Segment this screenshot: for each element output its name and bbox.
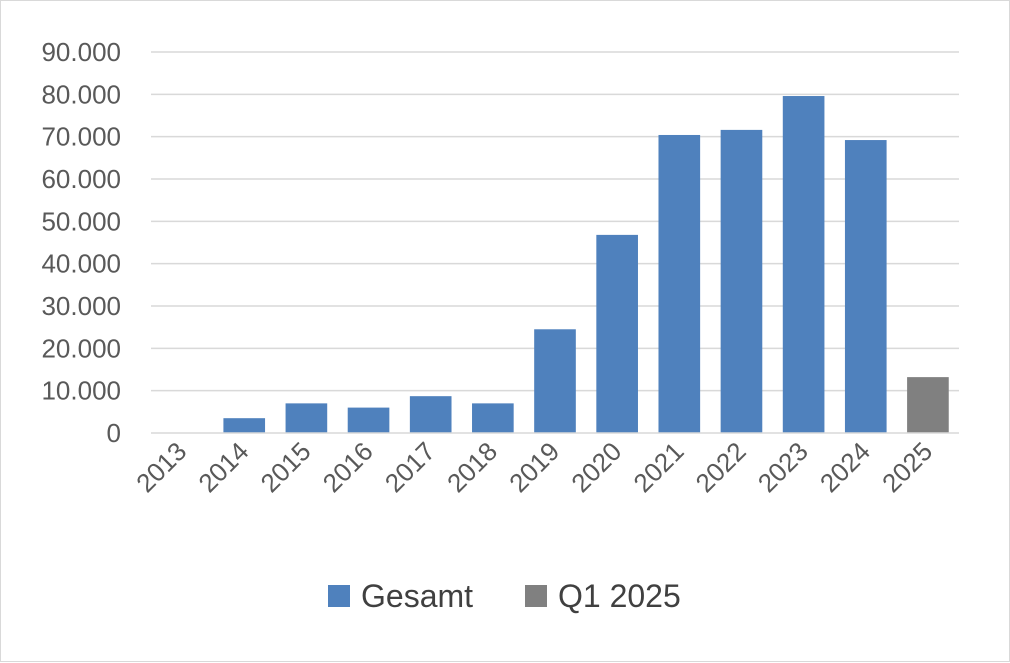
legend: Gesamt Q1 2025 — [328, 578, 681, 614]
y-tick-label: 20.000 — [41, 333, 121, 363]
y-tick-label: 60.000 — [41, 164, 121, 194]
x-tick-label: 2015 — [255, 436, 317, 498]
x-tick-label: 2020 — [565, 436, 627, 498]
bar-gesamt-2018 — [472, 403, 514, 433]
y-axis-ticks: 0 10.000 20.000 30.000 40.000 50.000 60.000 70.… — [41, 37, 121, 448]
y-tick-label: 90.000 — [41, 37, 121, 67]
legend-swatch-gesamt — [328, 585, 350, 607]
x-tick-label: 2017 — [379, 436, 441, 498]
bar-gesamt-2020 — [596, 234, 638, 433]
bar-gesamt-2016 — [347, 407, 390, 433]
x-tick-label: 2019 — [503, 436, 565, 498]
bar-gesamt-2017 — [409, 396, 452, 433]
x-tick-label: 2021 — [627, 436, 689, 498]
bar-gesamt-2015 — [285, 403, 328, 433]
x-tick-label: 2018 — [441, 436, 503, 498]
bar-q1-2025-2025 — [907, 377, 949, 433]
bar-gesamt-2022 — [720, 129, 763, 434]
bar-gesamt-2019 — [534, 329, 576, 433]
y-tick-label: 30.000 — [41, 291, 121, 321]
y-tick-label: 80.000 — [41, 79, 121, 109]
x-tick-label: 2013 — [130, 436, 192, 498]
y-tick-label: 10.000 — [41, 376, 121, 406]
x-tick-label: 2022 — [690, 436, 752, 498]
x-tick-label: 2016 — [317, 436, 379, 498]
bar-gesamt-2023 — [782, 96, 825, 433]
y-tick-label: 40.000 — [41, 249, 121, 279]
x-tick-label: 2014 — [192, 436, 254, 498]
x-tick-label: 2025 — [876, 436, 938, 498]
legend-label-q1-2025: Q1 2025 — [558, 578, 681, 614]
bar-gesamt-2024 — [844, 140, 887, 433]
gridlines — [151, 51, 959, 392]
bar-gesamt-2021 — [658, 134, 701, 433]
bar-gesamt-2014 — [223, 418, 266, 433]
y-tick-label: 50.000 — [41, 206, 121, 236]
legend-label-gesamt: Gesamt — [361, 578, 473, 614]
x-tick-label: 2024 — [814, 436, 876, 498]
y-tick-label: 0 — [107, 418, 121, 448]
legend-swatch-q1-2025 — [525, 585, 547, 607]
bars — [223, 96, 949, 434]
y-tick-label: 70.000 — [41, 122, 121, 152]
x-tick-label: 2023 — [752, 436, 814, 498]
x-axis-ticks: 2013 2014 2015 2016 2017 2018 2019 2020 2021 2022… — [130, 436, 938, 498]
